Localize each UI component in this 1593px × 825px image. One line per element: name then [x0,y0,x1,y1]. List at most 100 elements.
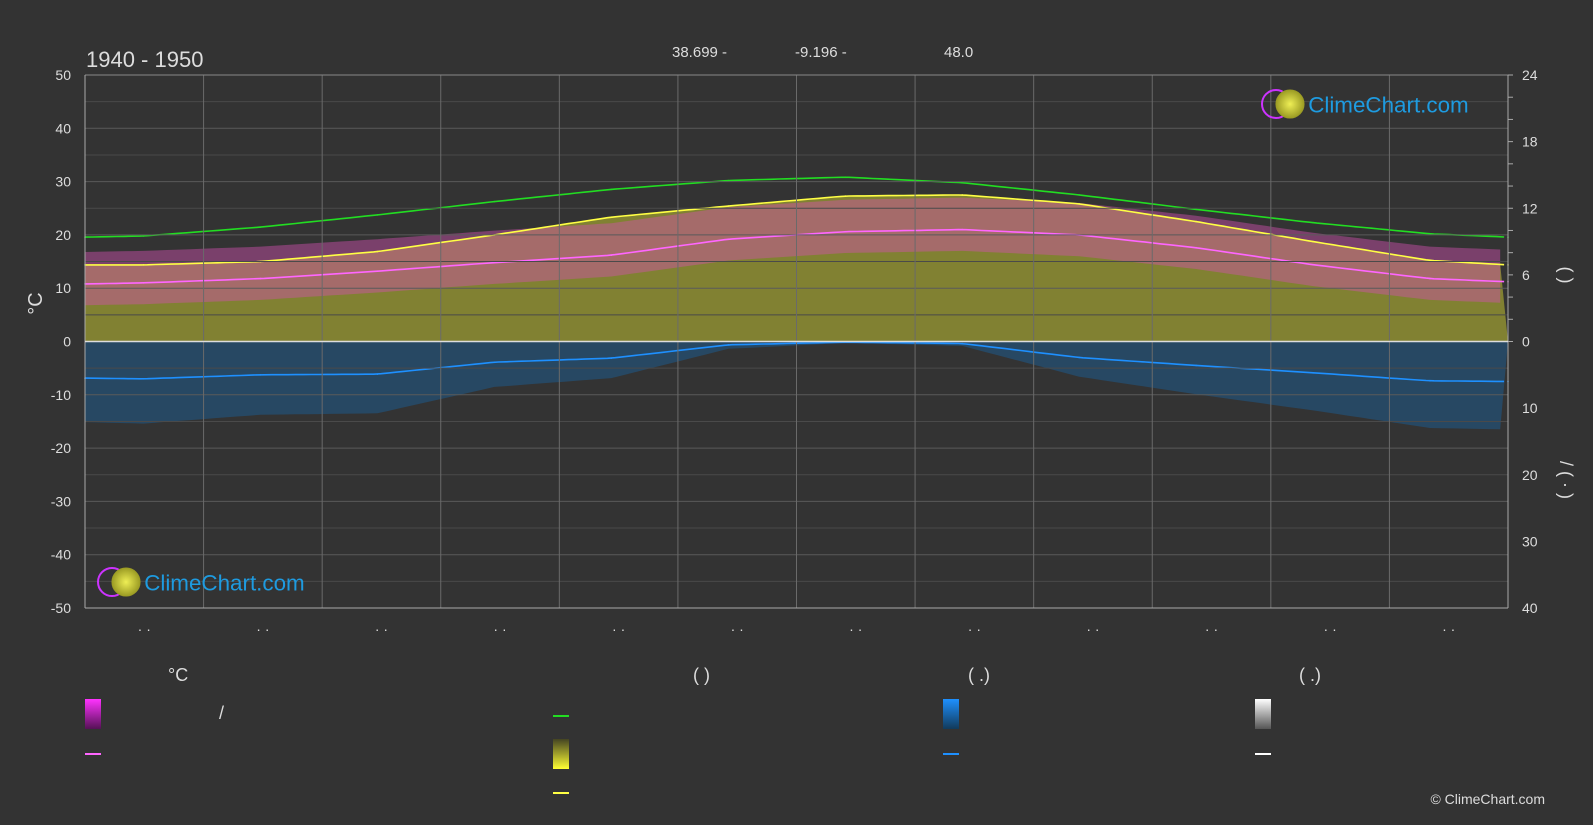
series-point [1429,380,1431,382]
legend-sunshine-swatch [553,739,569,769]
brand-logo-bottom: ClimeChart.com [97,567,305,597]
logo-text: ClimeChart.com [144,570,305,595]
copyright: © ClimeChart.com [1430,791,1545,807]
month-tick-label: · · [493,621,506,637]
latitude-label: 38.699 - [672,44,727,61]
series-point [142,282,145,284]
y-left-tick-label: 30 [55,174,71,190]
y-right-top-axis-label: ( ) [1556,267,1576,284]
month-tick-label: · · [1442,621,1455,637]
legend-daylight-swatch [553,715,569,717]
series-point [1078,356,1080,359]
series-point [142,378,145,380]
series-point [727,179,730,182]
series-point [1312,221,1314,224]
series-point [1195,246,1197,249]
series-point [961,342,963,345]
series-point [259,374,262,376]
series-point [1195,364,1197,367]
y-right-top-tick-label: 12 [1522,200,1538,216]
legend-sunshine-mean-swatch [553,792,569,794]
series-point [610,188,613,191]
y-right-top-tick-label: 24 [1522,67,1538,83]
month-tick-label: · · [1086,621,1099,637]
series-point [610,216,613,218]
legend-temp-head: °C [168,665,189,685]
series-point [844,195,847,197]
series-point [376,250,379,253]
series-point [1312,240,1314,243]
legend-snow-mean-swatch [1255,753,1271,755]
legend-temp-range-text: / [219,703,225,723]
y-right-top-tick-label: 18 [1522,134,1538,150]
y-right-top-tick-label: 6 [1522,267,1530,283]
series-line [84,176,1505,238]
y-left-tick-label: -40 [51,547,71,563]
y-left-tick-label: 40 [55,120,71,136]
series-point [493,261,496,264]
month-tick-label: · · [612,621,625,637]
series-point [1195,220,1197,223]
series-point [961,181,963,184]
temperature-range-band [85,197,1501,306]
series-point [1429,277,1431,280]
series-point [142,235,145,237]
month-tick-label: · · [375,621,388,637]
y-right-bottom-tick-label: 10 [1522,400,1538,416]
y-left-tick-label: 20 [55,227,71,243]
chart-title: 1940 - 1950 [86,47,203,72]
y-left-tick-label: 50 [55,67,71,83]
series-point [1078,194,1080,196]
y-right-bottom-axis-label: / ( · ) [1556,461,1576,499]
y-right-bottom-tick-label: 40 [1522,600,1538,616]
logo-text: ClimeChart.com [1308,92,1469,117]
y-left-tick-label: -20 [51,440,71,456]
month-tick-label: · · [968,621,981,637]
series-point [493,200,496,203]
y-right-bottom-tick-label: 20 [1522,467,1538,483]
series-point [610,357,613,359]
series-point [727,344,730,346]
series-point [259,277,262,280]
series-point [376,214,379,216]
y-left-tick-label: 0 [63,334,71,350]
series-point [844,176,847,178]
series-line [85,194,1505,266]
month-tick-label: · · [1205,621,1218,637]
month-tick-label: · · [731,621,744,637]
y-left-tick-label: 10 [55,280,71,296]
series-point [1312,263,1314,266]
series-point [376,270,379,272]
series-point [1312,372,1314,374]
y-left-tick-label: -30 [51,493,71,509]
series-point [1429,232,1431,235]
series-point [727,205,730,207]
month-tick-label: · · [256,621,269,637]
series-line [84,341,1505,383]
legend-sun-head: ( ) [693,665,710,685]
legend-precip-swatch [943,699,959,729]
month-tick-label: · · [849,621,862,637]
month-tick-label: · · [1324,621,1337,637]
legend-precip-mean-swatch [943,753,959,755]
series-point [1429,259,1431,262]
legend-snow-head: ( .) [1299,665,1321,685]
axes: 50 40 30 20 10 0 -10 -20 -30 -40 -50 · · · · · · · · · … [25,67,1576,637]
legend-precip-head: ( .) [968,665,990,685]
series-point [727,238,730,240]
series-point [961,228,963,231]
month-tick-label: · · [138,621,151,637]
logo-sun-icon [1275,89,1305,119]
series-point [1078,203,1080,205]
elevation-label: 48.0 [944,44,973,61]
series-point [1195,208,1197,211]
series-point [844,230,847,233]
y-left-tick-label: -50 [51,600,71,616]
series-point [493,361,496,363]
series-point [259,226,262,228]
series-point [376,373,379,375]
y-left-tick-label: -10 [51,387,71,403]
series-point [961,194,963,196]
y-right-top-tick-label: 0 [1522,334,1530,350]
